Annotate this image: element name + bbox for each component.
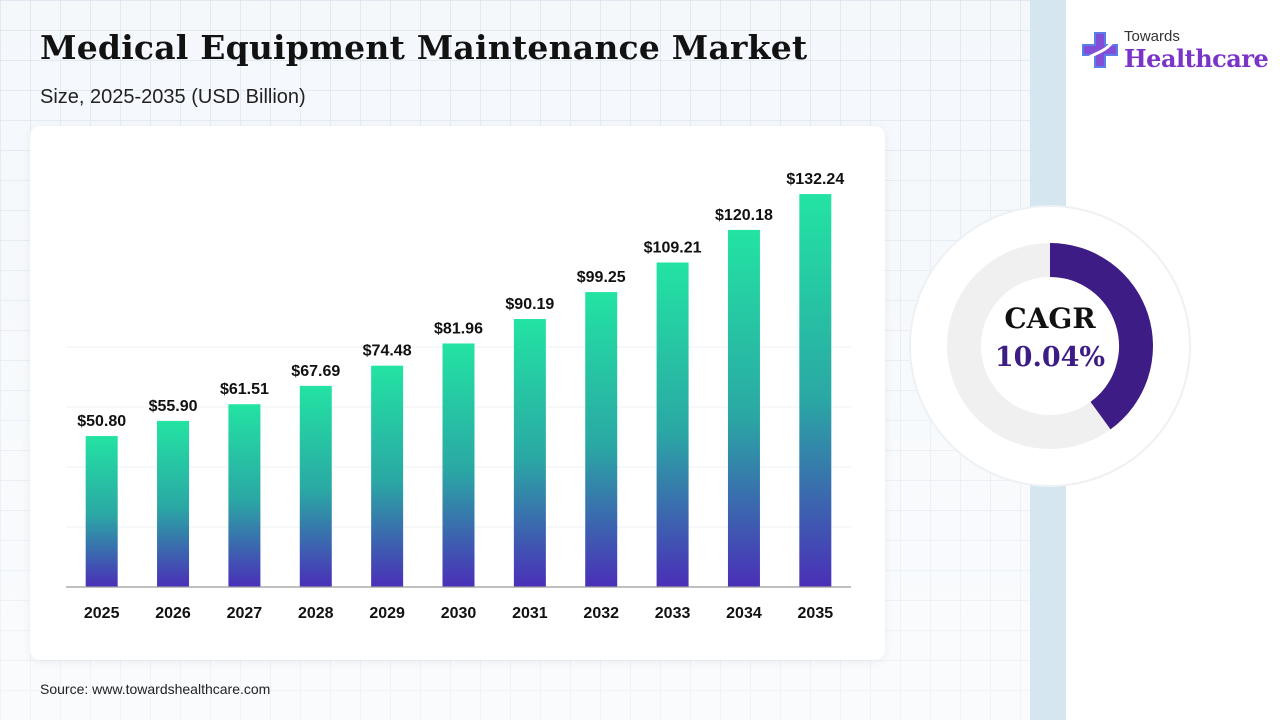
cagr-arc: [1049, 243, 1153, 430]
x-tick-2035: 2035: [798, 605, 834, 622]
logo-text-small: Towards: [1124, 28, 1180, 45]
data-label-2028: $67.69: [291, 363, 340, 380]
x-tick-2028: 2028: [298, 605, 334, 622]
x-tick-2032: 2032: [583, 605, 619, 622]
data-label-2027: $61.51: [220, 381, 269, 398]
page-subtitle: Size, 2025-2035 (USD Billion): [40, 86, 306, 108]
data-label-2031: $90.19: [505, 296, 554, 313]
data-label-2033: $109.21: [644, 239, 702, 256]
x-tick-2034: 2034: [726, 605, 762, 622]
bar-2034: [727, 229, 760, 587]
chart-x-ticks: 2025 2026 2027 2028 2029 2030 2031 2032 2033 2034…: [84, 605, 833, 622]
brand-logo: Towards Healthcare: [1080, 28, 1269, 78]
logo-text-big: Healthcare: [1124, 44, 1269, 73]
cagr-donut: [909, 205, 1191, 487]
bar-2031: [513, 319, 546, 587]
bar-2028: [299, 385, 332, 587]
data-label-2030: $81.96: [434, 320, 483, 337]
x-tick-2026: 2026: [155, 605, 191, 622]
bar-2032: [585, 292, 618, 587]
bar-2025: [85, 436, 118, 587]
x-tick-2033: 2033: [655, 605, 691, 622]
x-tick-2027: 2027: [227, 605, 263, 622]
x-tick-2025: 2025: [84, 605, 120, 622]
x-tick-2029: 2029: [369, 605, 405, 622]
bar-2035: [799, 194, 832, 587]
medical-cross-icon: [1082, 32, 1118, 68]
bar-2027: [228, 404, 261, 587]
data-label-2034: $120.18: [715, 207, 773, 224]
bar-2033: [656, 262, 689, 587]
x-tick-2031: 2031: [512, 605, 548, 622]
chart-card: $50.80 $55.90 $61.51 $67.69 $74.48 $81.96 $90.…: [30, 126, 885, 660]
bar-2026: [157, 420, 190, 587]
data-label-2035: $132.24: [786, 171, 844, 188]
chart-data-labels: $50.80 $55.90 $61.51 $67.69 $74.48 $81.96 $90.…: [77, 171, 844, 430]
data-label-2025: $50.80: [77, 413, 126, 430]
cagr-label: CAGR: [1004, 302, 1096, 335]
page-title: Medical Equipment Maintenance Market: [40, 28, 808, 67]
cagr-value: 10.04%: [994, 342, 1106, 373]
data-label-2029: $74.48: [363, 343, 412, 360]
chart-bars: [85, 194, 832, 587]
data-label-2026: $55.90: [149, 398, 198, 415]
bar-chart: $50.80 $55.90 $61.51 $67.69 $74.48 $81.96 $90.…: [66, 171, 851, 622]
bar-2030: [442, 343, 475, 587]
bar-2029: [371, 365, 404, 587]
data-label-2032: $99.25: [577, 269, 626, 286]
x-tick-2030: 2030: [441, 605, 477, 622]
source-note: Source: www.towardshealthcare.com: [40, 681, 271, 697]
